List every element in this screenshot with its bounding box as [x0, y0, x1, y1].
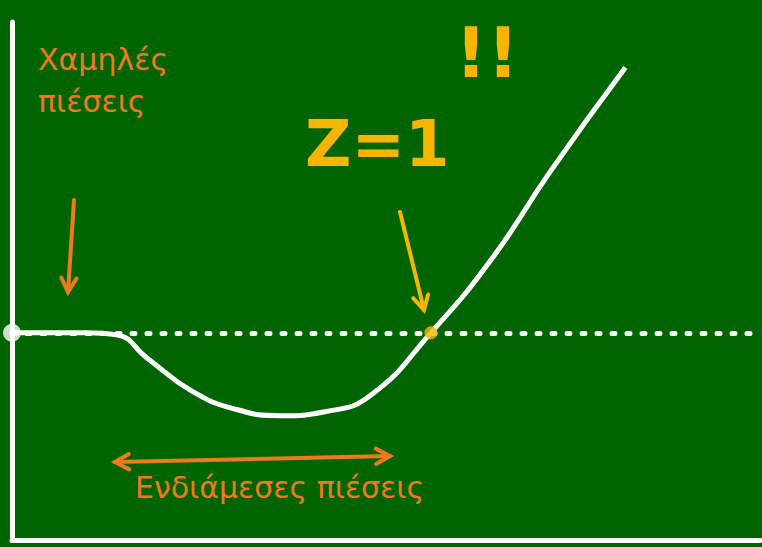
svg-text:πιέσεις: πιέσεις [38, 84, 145, 119]
svg-text:Χαμηλές: Χαμηλές [38, 42, 168, 77]
svg-text:Ενδιάμεσες πιέσεις: Ενδιάμεσες πιέσεις [135, 470, 424, 505]
svg-text:Z=1: Z=1 [305, 107, 450, 181]
svg-text:!!: !! [455, 12, 519, 94]
